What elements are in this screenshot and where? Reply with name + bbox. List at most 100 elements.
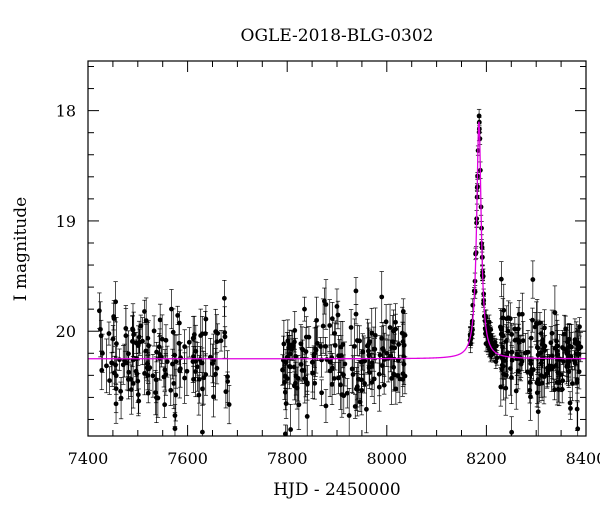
data-point: [567, 400, 573, 406]
data-point: [369, 363, 375, 369]
data-point: [154, 395, 159, 401]
x-tick-label: 8400: [566, 449, 600, 468]
data-point: [552, 387, 557, 393]
data-point: [222, 330, 228, 335]
data-point: [106, 331, 112, 336]
data-point: [395, 373, 401, 378]
data-point: [400, 330, 405, 336]
data-point: [550, 364, 556, 370]
data-point: [213, 371, 218, 377]
data-point: [354, 338, 360, 343]
data-point: [549, 353, 555, 359]
data-point: [393, 386, 399, 392]
data-point: [287, 351, 293, 357]
data-point: [327, 359, 333, 365]
data-point: [136, 398, 142, 404]
data-point: [196, 376, 202, 382]
data-point: [312, 351, 318, 357]
data-point: [535, 409, 541, 415]
data-point: [476, 113, 482, 119]
data-point: [349, 366, 355, 372]
data-point: [292, 327, 298, 333]
data-point: [287, 363, 293, 369]
data-point: [118, 388, 124, 394]
data-point: [554, 338, 559, 344]
data-point: [497, 324, 503, 330]
data-point: [354, 386, 360, 392]
data-point: [138, 323, 144, 329]
data-point: [344, 390, 350, 396]
data-point: [163, 337, 169, 343]
data-point: [552, 345, 558, 351]
data-point: [515, 368, 521, 374]
data-point: [125, 376, 131, 382]
data-point: [144, 361, 150, 367]
data-point: [548, 340, 554, 346]
data-point: [113, 386, 119, 392]
data-point: [304, 381, 310, 387]
data-point: [327, 323, 333, 328]
data-point: [289, 346, 295, 352]
data-point: [312, 380, 318, 386]
y-tick-label: 18: [56, 102, 76, 121]
data-point: [98, 326, 103, 332]
data-point: [566, 369, 572, 375]
data-point: [494, 355, 500, 361]
x-axis-label: HJD - 2450000: [273, 480, 401, 500]
data-point: [153, 377, 159, 383]
data-point: [314, 340, 320, 346]
data-point: [519, 311, 525, 317]
data-point: [379, 335, 385, 341]
data-point: [198, 333, 204, 338]
data-point: [193, 358, 199, 364]
data-point: [509, 332, 515, 337]
data-point: [304, 414, 310, 419]
data-point: [210, 361, 216, 366]
x-tick-label: 8000: [366, 449, 407, 468]
data-point: [162, 367, 168, 373]
data-point: [186, 339, 192, 345]
data-point: [113, 373, 119, 379]
data-point: [282, 431, 288, 437]
data-point: [507, 316, 513, 322]
data-point: [298, 341, 304, 347]
data-point: [159, 336, 165, 342]
data-point: [572, 337, 578, 343]
data-point: [299, 346, 305, 352]
data-point: [576, 351, 582, 357]
data-point: [319, 390, 325, 396]
data-point: [296, 402, 302, 408]
data-point: [529, 367, 535, 372]
data-point: [340, 342, 346, 347]
data-point: [214, 339, 220, 345]
data-point: [332, 343, 338, 348]
data-point: [310, 370, 316, 376]
data-point: [541, 345, 547, 350]
data-point: [540, 337, 545, 343]
data-point: [400, 309, 406, 314]
data-point: [513, 388, 519, 394]
data-point: [376, 384, 382, 390]
data-point: [488, 327, 494, 332]
data-point: [323, 403, 329, 409]
data-point: [552, 310, 558, 315]
data-point: [362, 358, 368, 364]
chart-title: OGLE-2018-BLG-0302: [241, 26, 434, 46]
data-point: [184, 368, 190, 374]
data-point: [559, 386, 565, 392]
data-point: [193, 348, 199, 354]
data-point: [389, 376, 394, 381]
data-point: [142, 309, 147, 314]
data-point: [503, 338, 509, 344]
data-point: [501, 358, 507, 363]
data-point: [182, 344, 188, 350]
data-point: [488, 335, 494, 341]
data-point: [516, 339, 522, 345]
data-point: [576, 369, 582, 375]
data-point: [367, 370, 372, 375]
data-point: [532, 324, 538, 330]
data-point: [294, 385, 300, 391]
data-point: [505, 328, 511, 334]
data-point: [530, 277, 536, 282]
data-point: [357, 399, 363, 405]
